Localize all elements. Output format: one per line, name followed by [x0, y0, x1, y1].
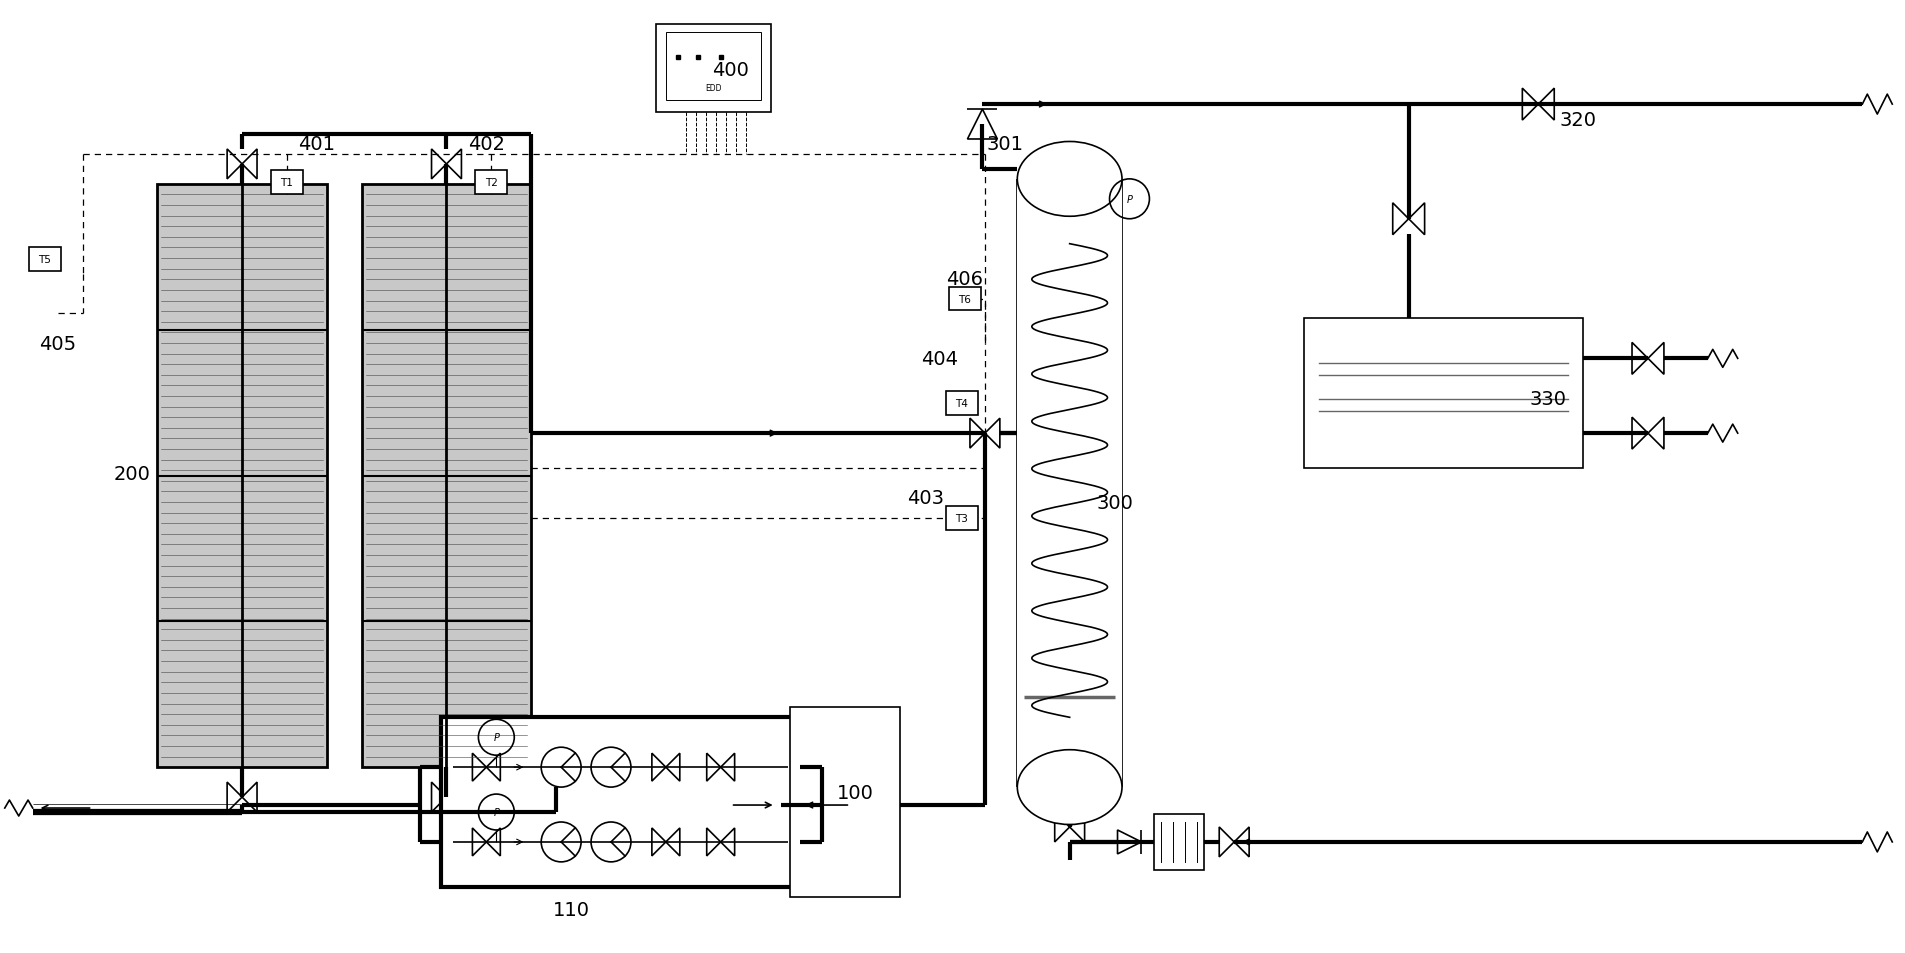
Polygon shape: [1631, 343, 1648, 375]
Text: T6: T6: [958, 294, 972, 304]
Ellipse shape: [1017, 142, 1122, 217]
Text: T4: T4: [954, 398, 968, 409]
Polygon shape: [968, 110, 996, 140]
Text: 110: 110: [552, 901, 589, 920]
Text: T5: T5: [38, 254, 51, 264]
FancyBboxPatch shape: [474, 171, 507, 194]
Text: 401: 401: [299, 135, 335, 154]
Bar: [362, 185, 531, 767]
Polygon shape: [227, 150, 242, 180]
Polygon shape: [1522, 89, 1537, 121]
Polygon shape: [1631, 417, 1648, 450]
Polygon shape: [446, 150, 461, 180]
Polygon shape: [720, 754, 733, 781]
Polygon shape: [1053, 812, 1069, 842]
Text: 320: 320: [1558, 111, 1596, 130]
FancyBboxPatch shape: [29, 248, 61, 272]
Polygon shape: [1234, 827, 1248, 857]
Text: 405: 405: [38, 335, 76, 354]
Polygon shape: [431, 782, 446, 812]
Polygon shape: [242, 150, 257, 180]
FancyBboxPatch shape: [665, 33, 760, 101]
Bar: [1303, 319, 1583, 469]
Polygon shape: [1537, 89, 1553, 121]
Text: 400: 400: [712, 61, 749, 80]
Polygon shape: [1219, 827, 1234, 857]
FancyBboxPatch shape: [1154, 814, 1204, 870]
Bar: [791, 707, 899, 897]
Polygon shape: [472, 828, 486, 856]
FancyBboxPatch shape: [655, 26, 770, 113]
Text: 404: 404: [920, 350, 958, 369]
Polygon shape: [665, 828, 680, 856]
Polygon shape: [652, 754, 665, 781]
Text: 330: 330: [1530, 390, 1566, 408]
FancyBboxPatch shape: [945, 506, 977, 530]
Text: 402: 402: [467, 135, 505, 154]
Text: 200: 200: [114, 464, 150, 483]
Polygon shape: [985, 418, 1000, 449]
Text: 403: 403: [907, 489, 943, 508]
Polygon shape: [242, 782, 257, 812]
Bar: [1017, 180, 1122, 787]
Text: T2: T2: [484, 177, 497, 188]
Polygon shape: [482, 798, 495, 827]
FancyBboxPatch shape: [271, 171, 303, 194]
Polygon shape: [472, 754, 486, 781]
Polygon shape: [446, 782, 461, 812]
Polygon shape: [227, 782, 242, 812]
FancyBboxPatch shape: [949, 287, 981, 312]
Text: EDD: EDD: [705, 84, 722, 92]
Polygon shape: [486, 754, 499, 781]
Text: P: P: [1126, 194, 1132, 205]
Polygon shape: [707, 754, 720, 781]
Polygon shape: [1408, 204, 1423, 235]
Polygon shape: [707, 828, 720, 856]
Text: 301: 301: [985, 135, 1023, 154]
Bar: [442, 718, 800, 887]
Text: T3: T3: [954, 514, 968, 523]
Text: P: P: [493, 733, 499, 742]
Polygon shape: [652, 828, 665, 856]
Polygon shape: [1648, 417, 1663, 450]
Polygon shape: [486, 828, 499, 856]
Text: 406: 406: [947, 270, 983, 289]
Ellipse shape: [1017, 750, 1122, 824]
Bar: [158, 185, 326, 767]
Text: 100: 100: [836, 782, 872, 801]
Polygon shape: [720, 828, 733, 856]
Polygon shape: [1393, 204, 1408, 235]
Polygon shape: [1069, 812, 1084, 842]
Polygon shape: [665, 754, 680, 781]
Polygon shape: [1648, 343, 1663, 375]
Polygon shape: [970, 418, 985, 449]
Text: T1: T1: [280, 177, 293, 188]
Polygon shape: [495, 798, 511, 827]
Polygon shape: [1116, 830, 1141, 854]
Text: P: P: [493, 807, 499, 817]
Text: 310: 310: [1160, 821, 1196, 840]
FancyBboxPatch shape: [945, 392, 977, 416]
Polygon shape: [431, 150, 446, 180]
Text: 300: 300: [1095, 494, 1132, 513]
